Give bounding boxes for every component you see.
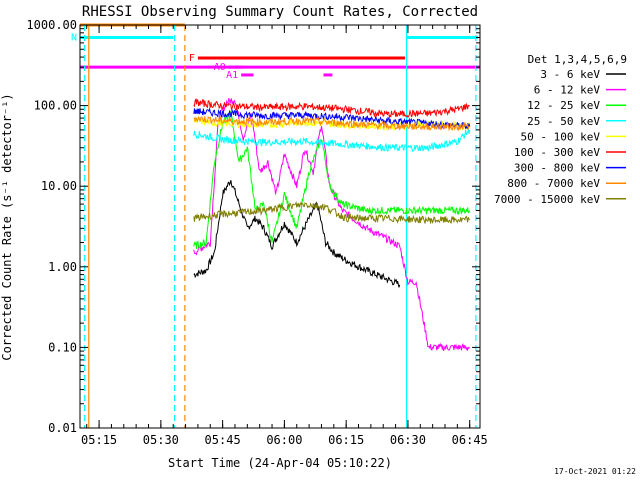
y-tick-label: 0.10 bbox=[48, 340, 77, 354]
flag-bar-label: F bbox=[189, 53, 195, 64]
y-axis-label: Corrected Count Rate (s⁻¹ detector⁻¹) bbox=[0, 93, 14, 360]
legend-entry-label: 12 - 25 keV bbox=[527, 99, 600, 112]
series-line bbox=[193, 128, 471, 153]
plot-frame bbox=[79, 24, 481, 429]
x-axis-label: Start Time (24-Apr-04 05:10:22) bbox=[168, 456, 392, 470]
legend-entry-label: 100 - 300 keV bbox=[514, 146, 600, 159]
legend-entry-label: 800 - 7000 keV bbox=[507, 177, 600, 190]
time-markers bbox=[84, 25, 477, 428]
flag-bar-label: N bbox=[71, 32, 77, 43]
footer-date: 17-Oct-2021 01:22 bbox=[554, 467, 636, 476]
legend-entry-label: 7000 - 15000 keV bbox=[494, 193, 600, 206]
chart-title: RHESSI Observing Summary Count Rates, Co… bbox=[82, 4, 478, 20]
legend-entry-label: 50 - 100 keV bbox=[521, 130, 601, 143]
y-tick-label: 10.00 bbox=[41, 179, 77, 193]
x-tick-label: 05:30 bbox=[143, 433, 179, 447]
flag-bar-label: A0 bbox=[214, 62, 226, 73]
series-line bbox=[193, 115, 470, 132]
series-line bbox=[193, 98, 470, 120]
y-tick-label: 0.01 bbox=[48, 421, 77, 435]
x-tick-label: 05:15 bbox=[81, 433, 117, 447]
series-line bbox=[193, 110, 471, 249]
x-axis: 05:15 05:30 05:45 06:00 06:15 06:30 06:45 bbox=[81, 25, 488, 447]
legend-entry-label: 300 - 800 keV bbox=[514, 162, 600, 175]
series-line bbox=[193, 106, 471, 130]
legend-entry-label: 3 - 6 keV bbox=[540, 68, 600, 81]
x-tick-label: 06:00 bbox=[266, 433, 302, 447]
legend: 3 - 6 keV 6 - 12 keV 12 - 25 keV 25 - 50 ke… bbox=[494, 68, 626, 206]
series-line bbox=[193, 200, 471, 225]
legend-entry-label: 25 - 50 keV bbox=[527, 115, 600, 128]
y-axis: 1000.00 100.00 10.00 1.00 0.10 0.01 bbox=[26, 18, 480, 435]
y-tick-label: 1000.00 bbox=[26, 18, 77, 32]
legend-title: Det 1,3,4,5,6,9 bbox=[528, 53, 627, 66]
flag-bar-label: A1 bbox=[226, 70, 238, 81]
legend-entry-label: 6 - 12 keV bbox=[534, 84, 601, 97]
series-line bbox=[193, 180, 401, 288]
series-lines bbox=[193, 98, 471, 352]
x-tick-label: 06:30 bbox=[390, 433, 426, 447]
x-tick-label: 05:45 bbox=[205, 433, 241, 447]
x-tick-label: 06:45 bbox=[452, 433, 488, 447]
x-tick-label: 06:15 bbox=[328, 433, 364, 447]
y-tick-label: 1.00 bbox=[48, 260, 77, 274]
y-tick-label: 100.00 bbox=[34, 99, 77, 113]
